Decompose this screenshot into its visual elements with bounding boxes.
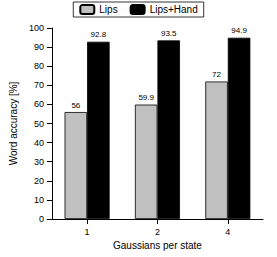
svg-text:56: 56	[71, 101, 80, 110]
svg-text:1: 1	[85, 227, 90, 237]
svg-text:60: 60	[34, 99, 44, 109]
svg-text:Lips: Lips	[99, 4, 117, 15]
svg-text:50: 50	[34, 119, 44, 129]
svg-text:80: 80	[34, 61, 44, 71]
svg-text:70: 70	[34, 80, 44, 90]
svg-text:20: 20	[34, 176, 44, 186]
svg-text:90: 90	[34, 42, 44, 52]
svg-text:2: 2	[155, 227, 160, 237]
svg-text:92.8: 92.8	[91, 30, 107, 39]
svg-text:72: 72	[212, 70, 221, 79]
svg-text:Gaussians per state: Gaussians per state	[113, 240, 202, 251]
svg-text:10: 10	[34, 195, 44, 205]
svg-text:59.9: 59.9	[138, 93, 154, 102]
svg-text:100: 100	[29, 23, 44, 33]
svg-text:Lips+Hand: Lips+Hand	[150, 4, 198, 15]
svg-text:40: 40	[34, 138, 44, 148]
svg-text:30: 30	[34, 157, 44, 167]
svg-text:Word accuracy [%]: Word accuracy [%]	[8, 81, 19, 165]
svg-text:4: 4	[225, 227, 230, 237]
svg-text:93.5: 93.5	[161, 29, 177, 38]
svg-text:0: 0	[39, 214, 44, 224]
svg-text:94.9: 94.9	[231, 26, 247, 35]
